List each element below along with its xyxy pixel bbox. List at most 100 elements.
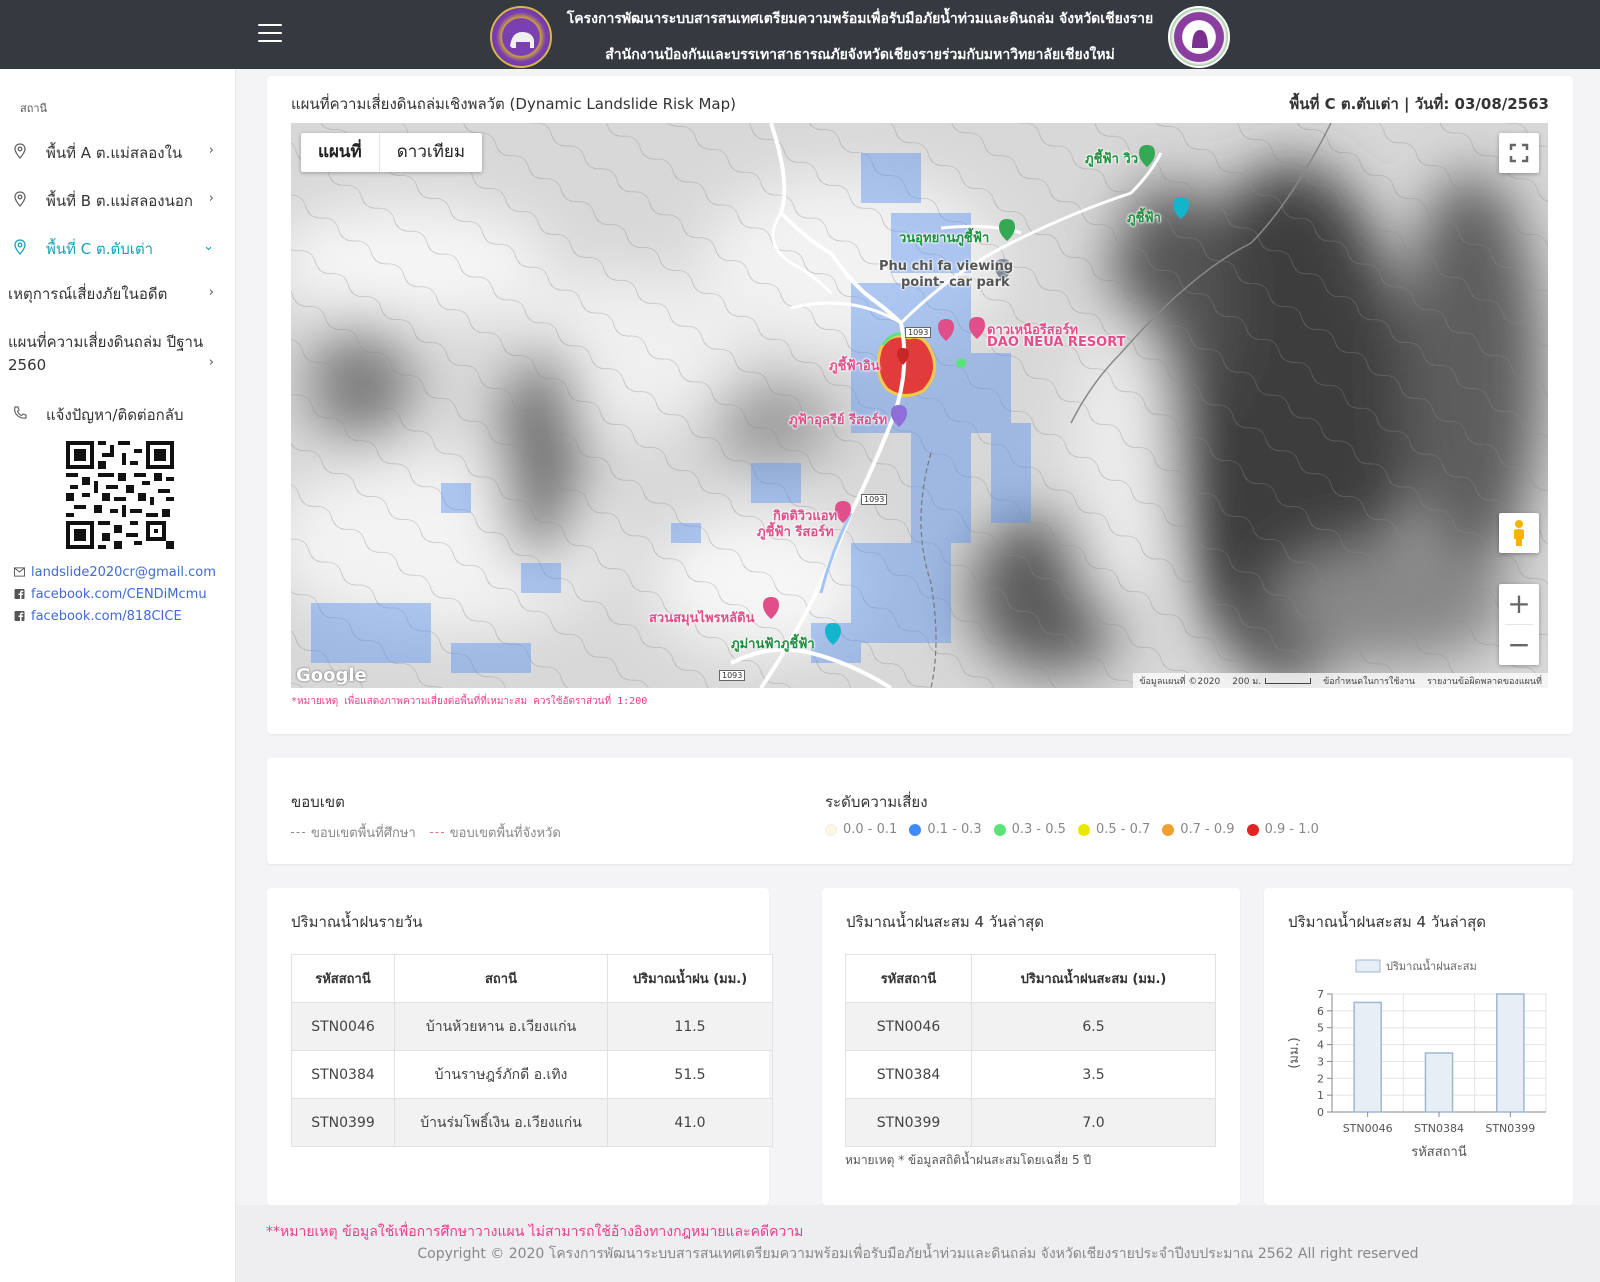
map-area-date: พื้นที่ C ต.ตับเต่า | วันที่: 03/08/2563 — [1289, 95, 1549, 113]
zoom-in-button[interactable]: + — [1507, 587, 1531, 620]
facebook-icon — [14, 611, 25, 621]
risk-level-item: 0.5 - 0.7 — [1077, 822, 1150, 837]
risk-map[interactable]: ภูชี้ฟ้า วิว ภูชี้ฟ้า วนอุทยานภูชี้ฟ้า P… — [291, 123, 1548, 688]
risk-level-item: 0.9 - 1.0 — [1246, 822, 1319, 837]
sidebar-item-label: เหตุการณ์เสี่ยงภัยในอดีต — [8, 285, 168, 303]
poi-phu-chi-fa[interactable]: ภูชี้ฟ้า — [1127, 211, 1161, 226]
chevron-right-icon: › — [208, 285, 214, 300]
contact-facebook-2-text: facebook.com/818CICE — [31, 609, 182, 624]
chart-y-tick-label: 4 — [1317, 1039, 1324, 1052]
risk-color-dot — [909, 823, 922, 836]
chart-y-tick-label: 2 — [1317, 1072, 1324, 1085]
top-header: โครงการพัฒนาระบบสารสนเทศเตรียมความพร้อมเ… — [0, 0, 1600, 69]
map-terms-link[interactable]: ข้อกำหนดในการใช้งาน — [1323, 676, 1416, 687]
poi-viewing-point[interactable]: Phu chi fa viewing — [879, 259, 1014, 274]
table-row: STN0046 บ้านห้วยหาน อ.เวียงแก่น 11.5 — [291, 1002, 773, 1051]
risk-level-item: 0.7 - 0.9 — [1162, 822, 1235, 837]
col-station-code: รหัสสถานี — [845, 954, 972, 1003]
chart-card-title: ปริมาณน้ำฝนสะสม 4 วันล่าสุด — [1288, 913, 1487, 931]
poi-dao-neua-th[interactable]: ดาวเหนือรีสอร์ท — [987, 323, 1079, 338]
fullscreen-button[interactable] — [1499, 133, 1539, 173]
tab-map[interactable]: แผนที่ — [301, 133, 380, 172]
chart-y-axis-label: (มม.) — [1287, 1037, 1302, 1068]
map-attribution: ข้อมูลแผนที่ ©2020 200 ม. ข้อกำหนดในการใ… — [1133, 673, 1548, 688]
map-scale-note: *หมายเหตุ เพื่อแสดงภาพความเสี่ยงต่อพื้นท… — [291, 696, 648, 707]
contact-facebook-1-text: facebook.com/CENDiMcmu — [31, 587, 207, 602]
phone-icon — [14, 406, 27, 419]
header-subtitle: สำนักงานป้องกันและบรรเทาสาธารณภัยจังหวัด… — [605, 47, 1115, 63]
col-rainfall: ปริมาณน้ำฝน (มม.) — [607, 954, 773, 1003]
map-report-link[interactable]: รายงานข้อผิดพลาดของแผนที่ — [1427, 676, 1542, 687]
zoom-controls: + − — [1499, 584, 1539, 665]
risk-level-item: 0.3 - 0.5 — [993, 822, 1066, 837]
chevron-right-icon: › — [208, 143, 214, 158]
risk-level-item: 0.0 - 0.1 — [825, 822, 897, 837]
sidebar-section-label: สถานี — [20, 102, 48, 115]
risk-level-item: 0.1 - 0.3 — [909, 822, 982, 837]
chart-x-tick-label: STN0384 — [1414, 1122, 1464, 1135]
poi-phu-man-fa[interactable]: ภูม่านฟ้าภูชี้ฟ้า — [731, 637, 815, 652]
map-card-title: แผนที่ความเสี่ยงดินถล่มเชิงพลวัต (Dynami… — [291, 95, 736, 113]
col-accum-rainfall: ปริมาณน้ำฝนสะสม (มม.) — [971, 954, 1216, 1003]
contact-email-text: landslide2020cr@gmail.com — [31, 565, 216, 580]
chart-x-tick-label: STN0399 — [1485, 1122, 1535, 1135]
poi-herb-garden[interactable]: สวนสมุนไพรหลัดิน — [649, 611, 755, 626]
road-shield: 1093 — [861, 494, 888, 505]
risk-legend: 0.0 - 0.1 0.1 - 0.3 0.3 - 0.5 0.5 - 0.7 0.7 … — [825, 822, 1319, 837]
poi-phu-chi-fa-view[interactable]: ภูชี้ฟ้า วิว — [1085, 152, 1139, 167]
zoom-out-button[interactable]: − — [1507, 628, 1531, 661]
table-row: STN0399 บ้านร่มโพธิ์เงิน อ.เวียงแก่น 41.0 — [291, 1098, 773, 1147]
sidebar: สถานี พื้นที่ A ต.แม่สลองใน › พื้นที่ B … — [0, 69, 236, 1282]
chart-bar — [1353, 1001, 1382, 1113]
boundary-legend-title: ขอบเขต — [291, 793, 345, 811]
legend-card: ขอบเขต ขอบเขตพื้นที่ศึกษา ขอบเขตพื้นที่จ… — [267, 758, 1573, 864]
table-row: STN0046 6.5 — [845, 1002, 1216, 1051]
map-pin-icon — [14, 239, 26, 255]
chart-y-tick-label: 1 — [1317, 1089, 1324, 1102]
footer-copyright: Copyright © 2020 โครงการพัฒนาระบบสารสนเท… — [417, 1246, 1419, 1262]
poi-phufa-resort[interactable]: ภูฟ้าอุลรีย์ รีสอร์ท — [789, 413, 888, 428]
accum-rain-table: รหัสสถานี ปริมาณน้ำฝนสะสม (มม.) STN0046 6… — [845, 954, 1216, 1147]
poi-kitti-view[interactable]: กิตติวิวแอท — [773, 509, 838, 524]
risk-color-dot — [993, 823, 1006, 836]
col-station-code: รหัสสถานี — [291, 954, 395, 1003]
footer-disclaimer: **หมายเหตุ ข้อมูลใช้เพื่อการศึกษาวางแผน … — [266, 1224, 804, 1240]
chart-legend-label: ปริมาณน้ำฝนสะสม — [1386, 958, 1477, 973]
poi-phu-chi-fa-inn[interactable]: ภูชี้ฟ้าอิน — [829, 359, 880, 374]
daily-rain-title: ปริมาณน้ำฝนรายวัน — [291, 913, 423, 931]
chevron-right-icon: › — [208, 191, 214, 206]
poi-dao-neua-en[interactable]: DAO NEUA RESORT — [987, 335, 1126, 350]
risk-color-dot — [825, 823, 837, 836]
contact-facebook-1[interactable]: facebook.com/CENDiMcmu — [14, 587, 207, 602]
chart-bar — [1424, 1052, 1454, 1113]
map-scale[interactable]: 200 ม. — [1232, 674, 1312, 688]
page-footer: **หมายเหตุ ข้อมูลใช้เพื่อการศึกษาวางแผน … — [236, 1205, 1600, 1282]
chart-y-tick-label: 5 — [1317, 1022, 1324, 1035]
chevron-down-icon: ⌄ — [203, 239, 214, 254]
contact-email[interactable]: landslide2020cr@gmail.com — [14, 565, 216, 580]
table-row: STN0384 3.5 — [845, 1050, 1216, 1099]
province-logo — [490, 6, 552, 68]
poi-car-park[interactable]: point- car park — [901, 275, 1010, 290]
chart-bar — [1496, 993, 1525, 1113]
chart-y-tick-label: 0 — [1317, 1106, 1324, 1119]
boundary-study-area: ขอบเขตพื้นที่ศึกษา — [291, 822, 416, 843]
tab-satellite[interactable]: ดาวเทียม — [396, 142, 466, 162]
table-row: STN0399 7.0 — [845, 1098, 1216, 1147]
poi-forest-park[interactable]: วนอุทยานภูชี้ฟ้า — [899, 231, 990, 246]
google-logo: Google — [296, 665, 367, 686]
chart-x-tick-label: STN0046 — [1343, 1122, 1393, 1135]
sidebar-item-label: พื้นที่ C ต.ตับเต่า — [46, 240, 154, 258]
poi-phu-chi-fa-resort[interactable]: ภูชี้ฟ้า รีสอร์ท — [757, 525, 834, 540]
map-type-tabs: แผนที่ ดาวเทียม — [301, 133, 483, 172]
contact-facebook-2[interactable]: facebook.com/818CICE — [14, 609, 182, 624]
menu-toggle-icon[interactable] — [258, 24, 282, 44]
risk-color-dot — [1162, 823, 1175, 836]
qr-code — [66, 441, 174, 549]
road-shield: 1093 — [719, 670, 746, 681]
street-view-button[interactable] — [1499, 513, 1539, 553]
boundary-legend: ขอบเขตพื้นที่ศึกษา ขอบเขตพื้นที่จังหวัด — [291, 822, 561, 843]
chart-y-tick-label: 3 — [1317, 1055, 1324, 1068]
envelope-icon — [14, 567, 25, 577]
accum-rain-note: หมายเหตุ * ข้อมูลสถิติน้ำฝนสะสมโดยเฉลี่ย… — [845, 1153, 1092, 1167]
